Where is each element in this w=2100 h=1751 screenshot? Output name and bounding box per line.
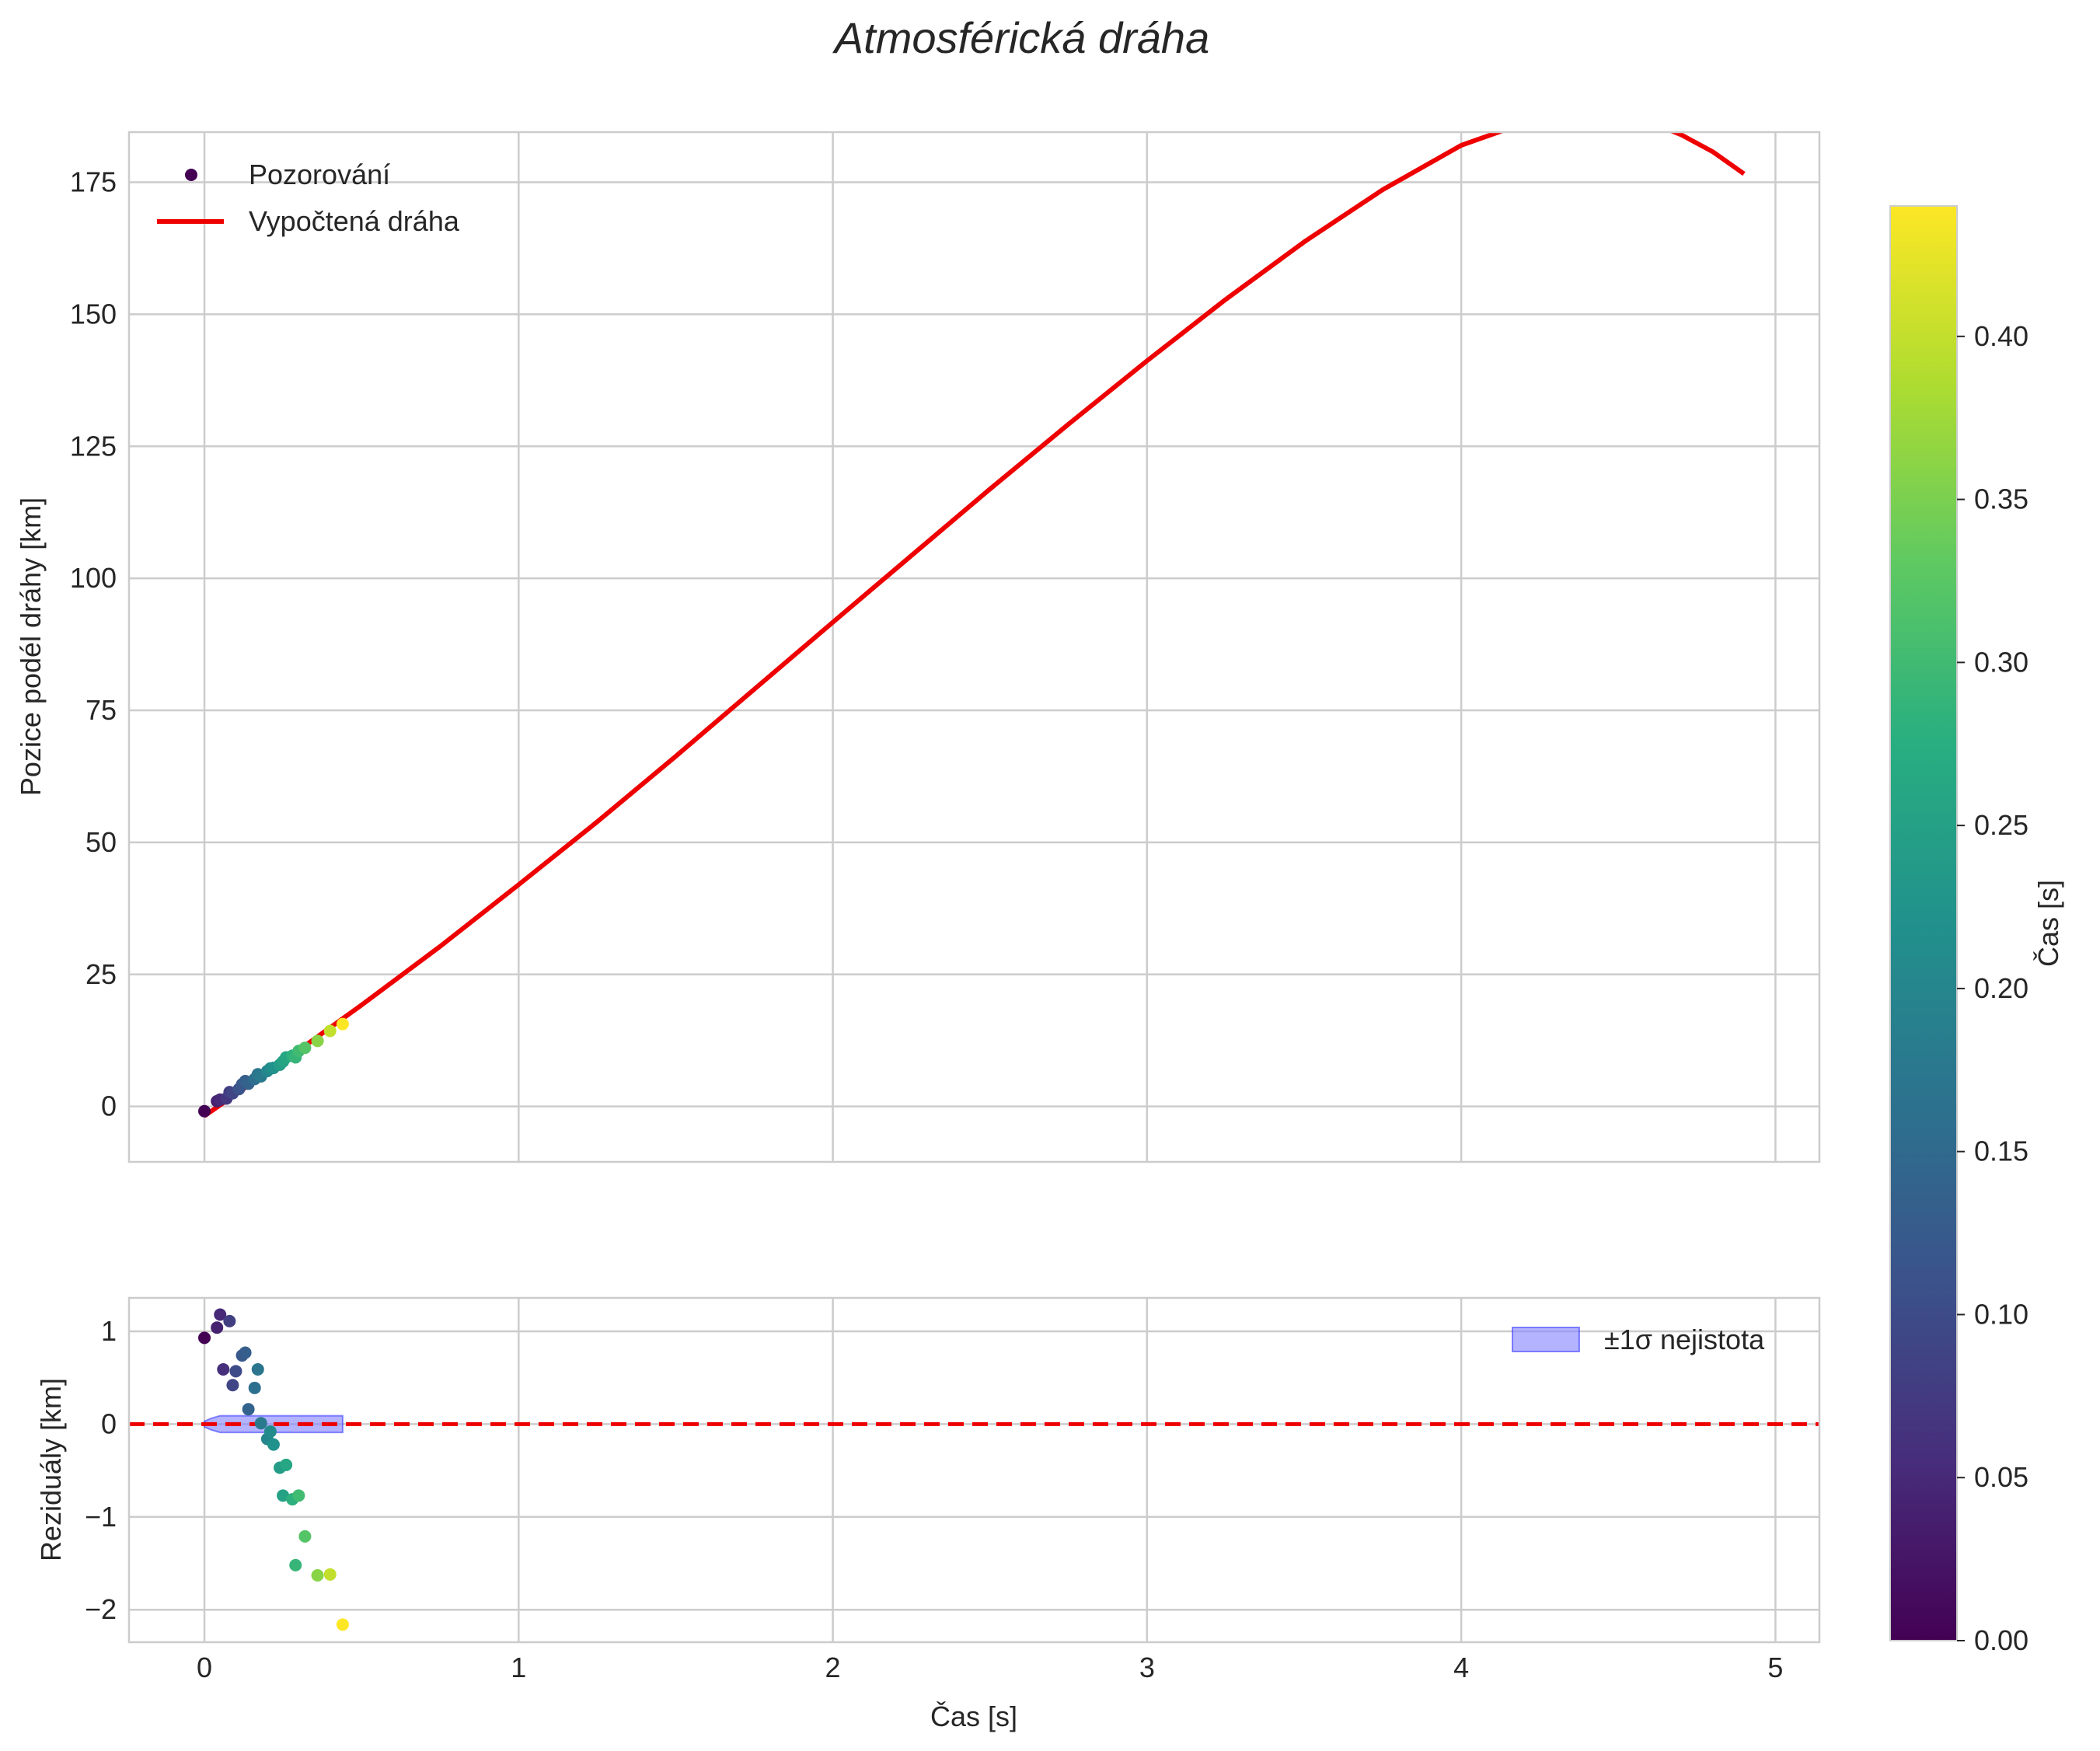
residual-point (229, 1365, 242, 1378)
residual-point (267, 1438, 280, 1451)
x-tick-label: 1 (511, 1652, 526, 1683)
observation-point (311, 1034, 324, 1048)
x-tick-label: 4 (1453, 1652, 1469, 1683)
residual-point (239, 1346, 252, 1359)
observation-point (298, 1041, 312, 1055)
residuals-y-tick-label: −1 (85, 1501, 117, 1533)
main-y-tick-label: 100 (70, 562, 117, 594)
colorbar-tick-label: 0.40 (1974, 320, 2028, 352)
colorbar-tick-label: 0.15 (1974, 1135, 2028, 1167)
main-y-tick-label: 0 (101, 1090, 117, 1122)
legend-label-uncertainty: ±1σ nejistota (1604, 1324, 1765, 1355)
main-y-tick-label: 150 (70, 298, 117, 330)
legend-label-observations: Pozorování (249, 159, 390, 190)
residuals-y-tick-label: −2 (85, 1593, 117, 1625)
x-tick-label: 3 (1139, 1652, 1155, 1683)
residual-point (242, 1403, 255, 1416)
colorbar: 0.00 0.05 0.10 0.15 0.20 0.25 0.30 0.35 0.40 Čas… (1889, 205, 2064, 1656)
residual-point (289, 1558, 302, 1571)
residual-point (198, 1331, 211, 1345)
residuals-tick-labels: 0 1 2 3 4 5 1 0 −1 −2 (85, 1315, 1783, 1683)
legend-marker-observations (185, 169, 197, 181)
residual-point (251, 1362, 264, 1376)
residuals-axes-frame (127, 1296, 1821, 1644)
residual-point (211, 1321, 224, 1334)
residuals-panel: 0 1 2 3 4 5 1 0 −1 −2 Reziduály [km] Čas [s] ±1σ … (35, 1296, 1821, 1732)
main-axes-frame (127, 131, 1821, 1163)
residual-point (226, 1379, 239, 1392)
fit-trajectory-line (203, 132, 1746, 1118)
residuals-x-axis-label: Čas [s] (930, 1700, 1017, 1732)
x-tick-label: 0 (197, 1652, 212, 1683)
main-y-axis-label: Pozice podél dráhy [km] (15, 497, 47, 796)
residual-point (311, 1569, 324, 1582)
colorbar-tick-label: 0.20 (1974, 972, 2028, 1004)
main-plot-area (129, 132, 1819, 1162)
legend-patch-uncertainty (1512, 1327, 1580, 1352)
colorbar-tick-label: 0.25 (1974, 809, 2028, 841)
residual-point (223, 1314, 236, 1327)
residual-point (336, 1618, 349, 1631)
main-tick-labels: 0 25 50 75 100 125 150 175 (70, 166, 117, 1122)
residual-point (248, 1381, 261, 1394)
residual-point (263, 1425, 277, 1438)
residual-point (323, 1568, 337, 1581)
residual-point (280, 1458, 293, 1471)
residuals-y-axis-label: Reziduály [km] (35, 1378, 67, 1561)
residual-point (214, 1308, 227, 1321)
uncertainty-band (204, 1414, 344, 1434)
residuals-legend: ±1σ nejistota (1512, 1324, 1765, 1355)
residual-point (298, 1530, 312, 1543)
colorbar-tick-label: 0.35 (1974, 483, 2028, 515)
x-tick-label: 5 (1767, 1652, 1783, 1683)
observation-point (336, 1017, 349, 1031)
residual-point (254, 1417, 267, 1430)
colorbar-gradient (1889, 205, 1958, 1641)
colorbar-tick-label: 0.00 (1974, 1624, 2028, 1656)
main-y-tick-label: 50 (85, 826, 117, 858)
residuals-plot-area (129, 1298, 1819, 1642)
figure-title: Atmosférická dráha (832, 13, 1209, 62)
residual-point (292, 1489, 305, 1502)
colorbar-tick-labels: 0.00 0.05 0.10 0.15 0.20 0.25 0.30 0.35 0.40 (1957, 320, 2028, 1656)
residuals-y-tick-label: 0 (101, 1407, 117, 1439)
residuals-plot-layer (129, 1308, 1819, 1631)
main-panel: 0 25 50 75 100 125 150 175 Pozice podél dráhy [… (15, 131, 1821, 1163)
main-grid (129, 132, 1819, 1162)
residual-point (217, 1362, 230, 1376)
main-y-tick-label: 25 (85, 958, 117, 990)
main-y-tick-label: 175 (70, 166, 117, 198)
colorbar-tick-label: 0.05 (1974, 1461, 2028, 1493)
colorbar-tick-label: 0.10 (1974, 1298, 2028, 1330)
colorbar-label: Čas [s] (2032, 880, 2064, 967)
observation-point (198, 1104, 211, 1118)
main-legend: Pozorování Vypočtená dráha (157, 159, 460, 237)
colorbar-tick-label: 0.30 (1974, 646, 2028, 678)
x-tick-label: 2 (825, 1652, 841, 1683)
residuals-y-tick-label: 1 (101, 1315, 117, 1347)
observation-point (323, 1024, 337, 1038)
main-y-tick-label: 125 (70, 430, 117, 462)
main-plot-layer (198, 132, 1746, 1118)
legend-label-fit: Vypočtená dráha (249, 205, 460, 237)
residual-point (277, 1489, 290, 1502)
main-y-tick-label: 75 (85, 694, 117, 726)
